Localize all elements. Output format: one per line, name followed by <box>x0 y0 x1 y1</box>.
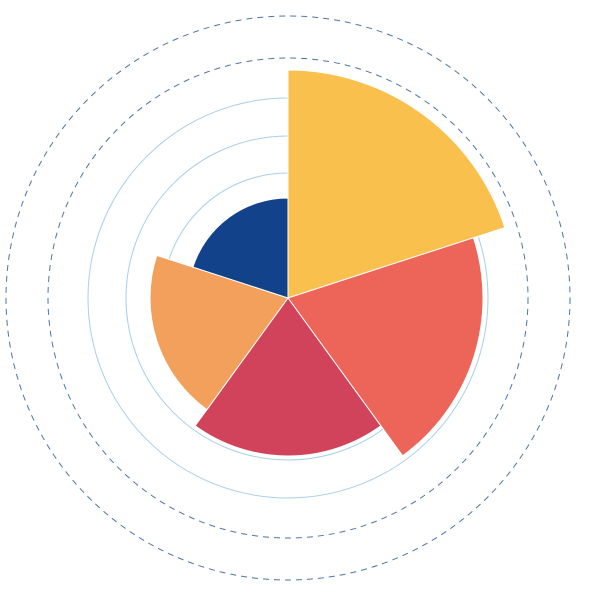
sector <box>194 297 382 457</box>
sector <box>149 254 289 411</box>
outer-ring <box>5 15 571 581</box>
sector <box>192 197 289 299</box>
sector <box>287 69 506 299</box>
outer-ring <box>47 57 529 539</box>
sector <box>287 237 484 457</box>
